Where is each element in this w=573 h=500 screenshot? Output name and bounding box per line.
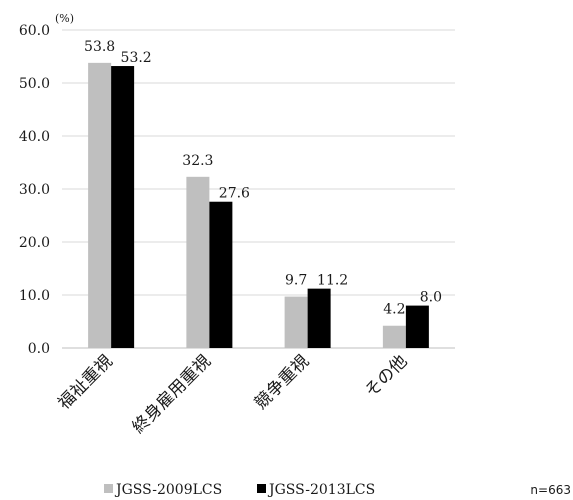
y-tick-label: 20.0 bbox=[19, 235, 50, 251]
bar-2009-0 bbox=[88, 62, 112, 349]
bar-2013-3 bbox=[405, 305, 429, 348]
legend: JGSS-2009LCS JGSS-2013LCS bbox=[104, 482, 375, 498]
legend-swatch bbox=[104, 484, 113, 493]
y-axis: 0.0 10.0 20.0 30.0 40.0 50.0 60.0 bbox=[19, 23, 50, 357]
category-label: 競争重視 bbox=[251, 351, 313, 413]
bar-2013-2 bbox=[307, 288, 331, 348]
y-tick-label: 40.0 bbox=[19, 129, 50, 145]
category-label: 終身雇用重視 bbox=[129, 351, 215, 437]
bars bbox=[88, 62, 429, 349]
data-labels: 53.8 32.3 9.7 4.2 53.2 27.6 11.2 8.0 bbox=[84, 39, 442, 318]
y-tick-label: 30.0 bbox=[19, 182, 50, 198]
data-label: 27.6 bbox=[219, 186, 250, 202]
legend-swatch bbox=[257, 484, 266, 493]
category-label: 福祉重視 bbox=[54, 351, 116, 413]
data-label: 9.7 bbox=[285, 273, 307, 289]
bar-2013-0 bbox=[111, 66, 135, 348]
category-label: その他 bbox=[361, 351, 411, 401]
category-labels: 福祉重視 終身雇用重視 競争重視 その他 bbox=[54, 351, 411, 437]
data-label: 53.8 bbox=[84, 39, 115, 55]
y-tick-label: 60.0 bbox=[19, 23, 50, 39]
data-label: 53.2 bbox=[121, 50, 152, 66]
legend-label: JGSS-2013LCS bbox=[267, 482, 375, 498]
y-tick-label: 10.0 bbox=[19, 288, 50, 304]
bar-2009-1 bbox=[186, 176, 210, 348]
y-tick-label: 0.0 bbox=[28, 341, 50, 357]
bar-2009-3 bbox=[382, 325, 406, 348]
y-tick-label: 50.0 bbox=[19, 76, 50, 92]
data-label: 8.0 bbox=[420, 290, 442, 306]
data-label: 32.3 bbox=[182, 153, 213, 169]
data-label: 11.2 bbox=[317, 273, 348, 289]
legend-label: JGSS-2009LCS bbox=[114, 482, 222, 498]
sample-size-note: n=663 bbox=[530, 483, 571, 497]
bar-2009-2 bbox=[284, 296, 308, 348]
data-label: 4.2 bbox=[383, 302, 405, 318]
bar-2013-1 bbox=[209, 201, 233, 348]
y-unit-label: (%) bbox=[55, 12, 74, 25]
